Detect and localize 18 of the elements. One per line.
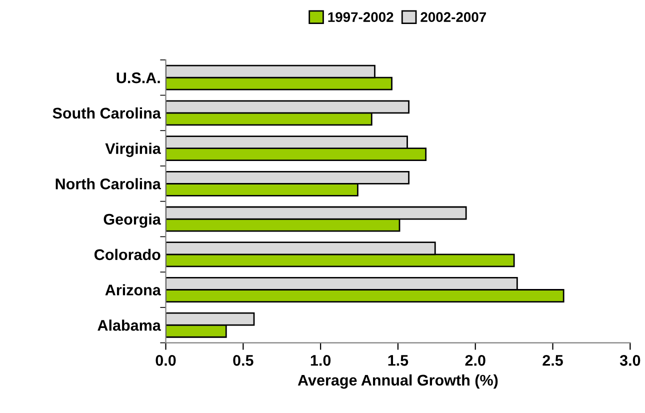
- x-tick-label: 2.5: [542, 355, 563, 366]
- y-tick-label: Colorado: [94, 248, 160, 260]
- y-tick-label: Arizona: [105, 284, 162, 296]
- x-tick-label: 1.0: [310, 355, 331, 366]
- legend-label: 1997-2002: [328, 12, 394, 22]
- y-tick-label: North Carolina: [56, 178, 162, 190]
- x-tick-label: 1.5: [388, 355, 408, 366]
- y-tick-label: South Carolina: [52, 107, 162, 119]
- y-tick-label: Georgia: [104, 213, 162, 228]
- x-axis-title: Average Annual Growth (%): [298, 374, 498, 389]
- legend-label: 2002-2007: [420, 12, 486, 22]
- y-tick-label: Alabama: [98, 320, 162, 331]
- x-tick-label: 2.0: [465, 355, 486, 366]
- y-tick-label: Virginia: [105, 142, 162, 158]
- x-tick-label: 0.0: [156, 355, 176, 366]
- y-tick-label: U.S.A.: [116, 72, 160, 84]
- x-tick-label: 0.5: [233, 355, 254, 366]
- x-tick-label: 3.0: [620, 355, 640, 366]
